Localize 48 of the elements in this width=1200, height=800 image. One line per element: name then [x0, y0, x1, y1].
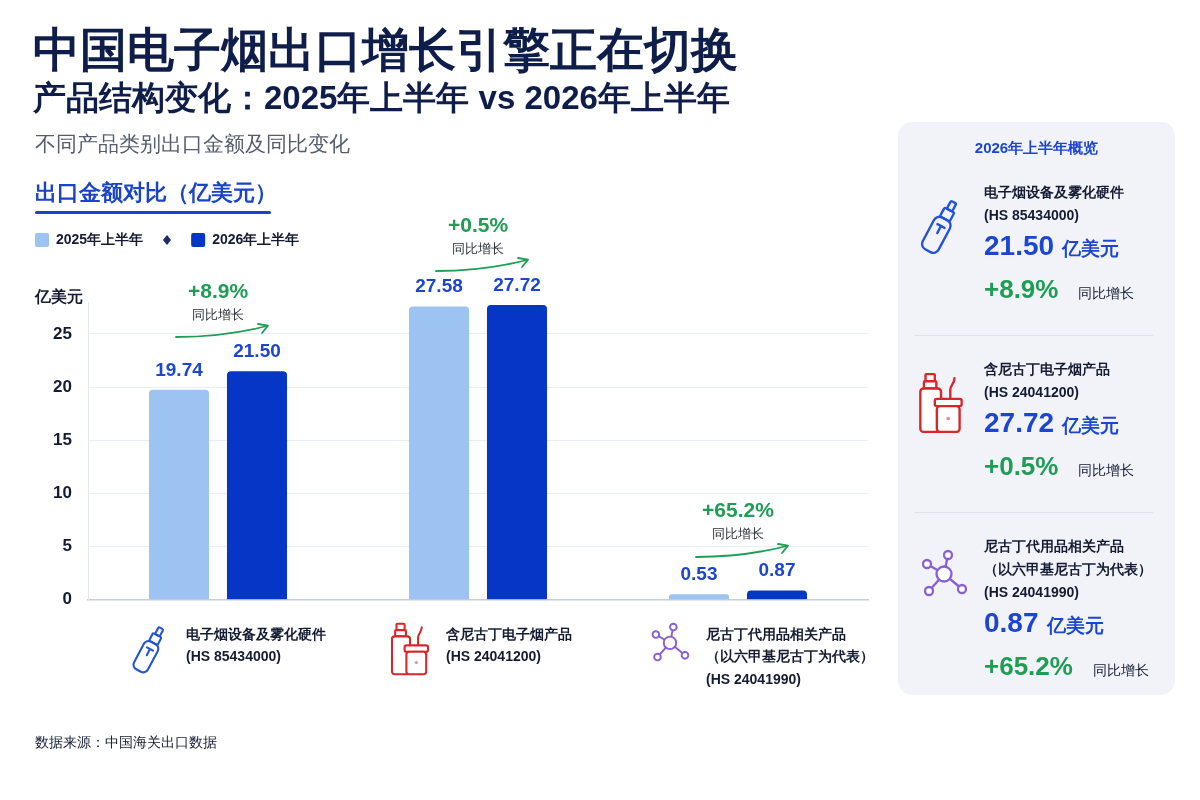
annotation: 同比增长: [192, 306, 244, 322]
data-label: 27.72: [493, 273, 541, 295]
text: +65.2%: [984, 651, 1073, 681]
text: 亿美元: [1062, 415, 1120, 436]
x-tick-label: 尼古丁代用品相关产品（以六甲基尼古丁为代表） (HS 24041990): [705, 625, 874, 687]
text: (HS 24041990): [984, 583, 1079, 602]
data-label: 0.53: [680, 562, 718, 584]
text: 含尼古丁电子烟产品: [984, 360, 1110, 379]
text: 不同产品类别出口金额及同比变化: [35, 131, 350, 157]
text: 0.87: [984, 607, 1039, 638]
data-label: 27.58: [415, 275, 463, 297]
data-label: 19.74: [155, 358, 204, 380]
x-tick-label: 含尼古丁电子烟产品 (HS 24041200): [445, 625, 572, 665]
legend-label: 2025年上半年: [56, 230, 144, 247]
text: 亿美元: [1046, 615, 1104, 636]
text: 同比增长: [1078, 462, 1135, 478]
chart-subtitle: 产品结构变化：2025年上半年 vs 2026年上半年: [33, 78, 730, 118]
y-tick-label: 20: [53, 376, 72, 396]
text: 尼古丁代用品相关产品（以六甲基尼古丁为代表）: [984, 537, 1152, 579]
text: 21.50: [984, 230, 1055, 261]
text: (HS 24041200): [984, 383, 1079, 402]
y-tick-label: 0: [62, 589, 72, 609]
text: 出口金额对比（亿美元）: [35, 179, 277, 207]
text: +0.5%: [447, 212, 509, 236]
legend-label: 2026年上半年: [212, 230, 300, 247]
y-tick-label: 25: [53, 323, 72, 343]
annotation: 同比增长: [712, 526, 764, 542]
x-tick-label: 电子烟设备及雾化硬件 (HS 85434000): [186, 625, 326, 665]
text: +0.5%: [984, 451, 1059, 481]
text: (HS 85434000): [984, 206, 1079, 225]
text: +8.9%: [187, 278, 249, 302]
text: 电子烟设备及雾化硬件: [984, 183, 1124, 202]
data-label: 0.87: [758, 559, 796, 581]
text: 同比增长: [1092, 662, 1149, 678]
data-label: 21.50: [233, 339, 281, 361]
text: +8.9%: [984, 274, 1059, 304]
annotation: +65.2%: [702, 498, 775, 522]
chart-title: 中国电子烟出口增长引擎正在切换: [33, 22, 738, 78]
text: 同比增长: [1078, 285, 1135, 301]
text: 亿美元: [1062, 238, 1120, 259]
y-tick-label: 10: [53, 483, 72, 503]
y-tick-label: 15: [53, 429, 72, 449]
text: 同比增长: [452, 240, 504, 256]
text: 27.72: [984, 407, 1055, 438]
y-axis-title: 亿美元: [34, 287, 83, 306]
source-note: 数据来源：中国海关出口数据: [35, 733, 217, 751]
text: 2026年上半年概览: [973, 138, 1100, 158]
y-tick-label: 5: [62, 536, 72, 556]
